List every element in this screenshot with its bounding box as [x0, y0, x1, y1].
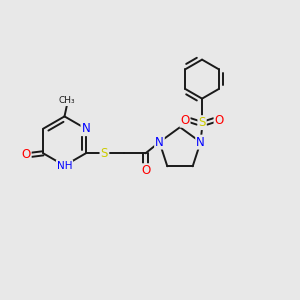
Text: O: O	[180, 114, 190, 127]
Text: S: S	[101, 147, 108, 160]
Text: O: O	[141, 164, 150, 177]
Text: O: O	[214, 114, 224, 127]
Text: O: O	[22, 148, 31, 161]
Text: N: N	[155, 136, 164, 148]
Text: S: S	[198, 116, 206, 129]
Text: NH: NH	[57, 160, 72, 171]
Text: CH₃: CH₃	[58, 96, 75, 105]
Text: N: N	[196, 136, 205, 148]
Text: N: N	[81, 122, 90, 135]
